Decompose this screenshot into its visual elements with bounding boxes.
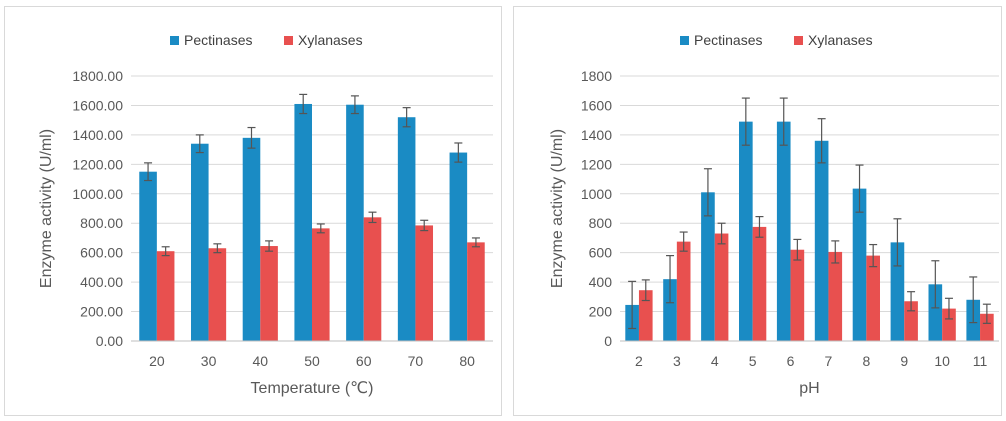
bar-xylanases-8 bbox=[866, 255, 880, 341]
bar-xylanases-80 bbox=[467, 242, 485, 341]
legend-swatch-xylanases bbox=[284, 36, 293, 45]
x-tick-label: 40 bbox=[252, 353, 268, 369]
legend-swatch-pectinases bbox=[170, 36, 179, 45]
bar-xylanases-2 bbox=[638, 290, 653, 341]
y-tick-label: 1000.00 bbox=[72, 186, 123, 202]
x-axis-title: Temperature (℃) bbox=[251, 380, 374, 397]
bar-xylanases-7 bbox=[828, 251, 843, 341]
bar-xylanases-70 bbox=[415, 225, 434, 341]
bar-pectinases-7 bbox=[814, 140, 829, 341]
legend-label-xylanases: Xylanases bbox=[298, 32, 363, 48]
bar-xylanases-3 bbox=[676, 241, 691, 341]
bar-xylanases-20 bbox=[156, 251, 175, 341]
temperature-chart: 0.00 200.00 400.00 600.00 800.00 1000.00 1200.… bbox=[38, 32, 493, 397]
x-tick-label: 70 bbox=[408, 353, 424, 369]
x-tick-label: 50 bbox=[304, 353, 320, 369]
legend-label-pectinases: Pectinases bbox=[694, 32, 762, 48]
x-tick-label: 80 bbox=[459, 353, 475, 369]
bar-xylanases-50 bbox=[312, 228, 330, 341]
bar-xylanases-11 bbox=[980, 313, 994, 341]
bar-pectinases-10 bbox=[928, 284, 943, 341]
ph-chart-panel: 0 200 400 600 800 1000 1200 1400 1600 1800 2 3 4 5 6 7 8… bbox=[513, 6, 1002, 416]
bar-pectinases-5 bbox=[739, 121, 753, 341]
y-tick-label: 1600.00 bbox=[72, 97, 123, 113]
y-tick-label: 800.00 bbox=[80, 215, 123, 231]
y-axis-title: Enzyme activity (U/ml) bbox=[38, 129, 55, 288]
y-tick-label: 1400 bbox=[581, 127, 612, 143]
y-tick-label: 1600 bbox=[581, 97, 612, 113]
bar-pectinases-60 bbox=[346, 104, 364, 341]
y-tick-label: 200 bbox=[589, 304, 613, 320]
bar-xylanases-6 bbox=[790, 249, 805, 341]
x-tick-label: 11 bbox=[973, 353, 988, 369]
y-tick-label: 0.00 bbox=[96, 333, 123, 349]
bar-xylanases-40 bbox=[260, 246, 278, 341]
ph-chart: 0 200 400 600 800 1000 1200 1400 1600 1800 2 3 4 5 6 7 8… bbox=[549, 32, 999, 397]
bar-pectinases-4 bbox=[701, 192, 715, 341]
bar-xylanases-30 bbox=[208, 248, 227, 341]
x-tick-label: 30 bbox=[201, 353, 217, 369]
bar-xylanases-4 bbox=[714, 233, 729, 341]
bar-pectinases-9 bbox=[890, 242, 905, 341]
x-tick-label: 8 bbox=[862, 353, 870, 369]
y-tick-label: 200.00 bbox=[80, 304, 123, 320]
y-tick-label: 400.00 bbox=[80, 274, 123, 290]
y-tick-label: 0 bbox=[604, 333, 612, 349]
bar-pectinases-3 bbox=[663, 279, 677, 341]
x-tick-label: 7 bbox=[825, 353, 833, 369]
bar-xylanases-60 bbox=[363, 217, 382, 341]
bar-xylanases-10 bbox=[942, 308, 956, 341]
y-tick-label: 800 bbox=[589, 215, 613, 231]
x-tick-label: 10 bbox=[934, 353, 950, 369]
bar-pectinases-40 bbox=[242, 137, 261, 341]
x-tick-label: 4 bbox=[711, 353, 719, 369]
y-tick-label: 1200 bbox=[581, 156, 612, 172]
bar-pectinases-50 bbox=[294, 103, 312, 341]
y-tick-label: 400 bbox=[589, 274, 613, 290]
bar-pectinases-8 bbox=[852, 188, 867, 341]
y-tick-label: 600.00 bbox=[80, 245, 123, 261]
y-tick-label: 600 bbox=[589, 245, 613, 261]
legend-label-xylanases: Xylanases bbox=[808, 32, 873, 48]
y-tick-label: 1800 bbox=[581, 68, 612, 84]
bar-pectinases-6 bbox=[776, 121, 791, 341]
x-tick-label: 6 bbox=[787, 353, 795, 369]
bar-xylanases-5 bbox=[752, 226, 767, 341]
y-tick-label: 1000 bbox=[581, 186, 612, 202]
x-axis-title: pH bbox=[799, 380, 819, 397]
x-tick-label: 60 bbox=[356, 353, 372, 369]
bar-pectinases-70 bbox=[397, 117, 416, 341]
bar-pectinases-20 bbox=[139, 171, 157, 341]
x-tick-label: 5 bbox=[749, 353, 757, 369]
bar-pectinases-80 bbox=[449, 152, 468, 341]
y-axis-title: Enzyme activity (U/ml) bbox=[549, 129, 566, 288]
legend-label-pectinases: Pectinases bbox=[184, 32, 252, 48]
temperature-chart-panel: 0.00 200.00 400.00 600.00 800.00 1000.00 1200.… bbox=[4, 6, 502, 416]
x-tick-label: 20 bbox=[149, 353, 165, 369]
y-tick-label: 1400.00 bbox=[72, 127, 123, 143]
bar-pectinases-30 bbox=[190, 143, 209, 341]
legend-swatch-pectinases bbox=[680, 36, 689, 45]
x-tick-label: 9 bbox=[900, 353, 908, 369]
y-tick-label: 1200.00 bbox=[72, 156, 123, 172]
y-tick-label: 1800.00 bbox=[72, 68, 123, 84]
x-tick-label: 2 bbox=[635, 353, 643, 369]
x-tick-label: 3 bbox=[673, 353, 681, 369]
legend-swatch-xylanases bbox=[794, 36, 803, 45]
